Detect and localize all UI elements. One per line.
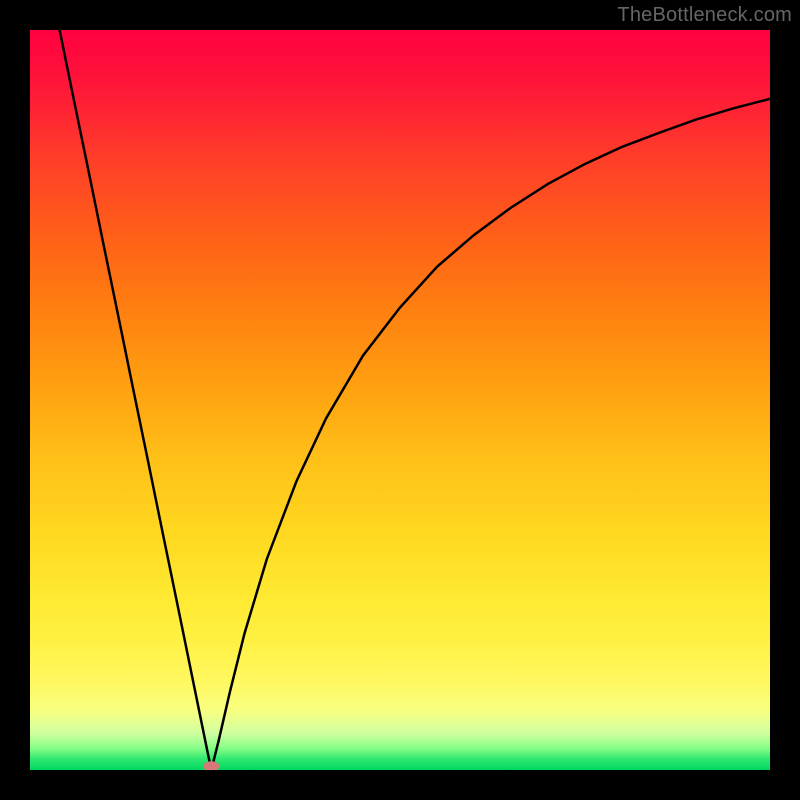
- bottleneck-chart: [0, 0, 800, 800]
- watermark-text: TheBottleneck.com: [617, 4, 792, 27]
- chart-container: TheBottleneck.com: [0, 0, 800, 800]
- minimum-marker: [203, 761, 219, 771]
- plot-background: [30, 30, 770, 770]
